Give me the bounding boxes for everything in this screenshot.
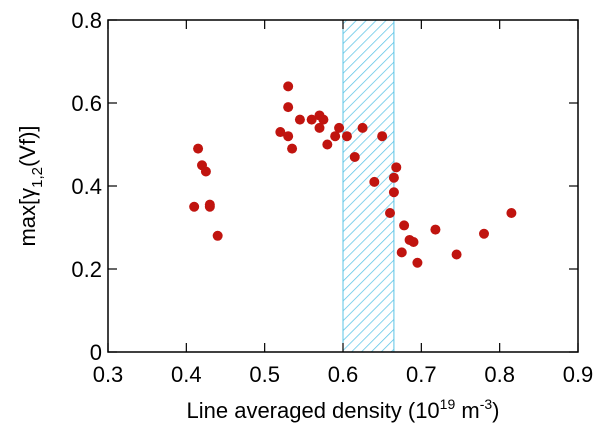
data-point [506,207,517,218]
data-point [341,131,352,142]
x-tick-label: 0.7 [406,362,437,387]
shaded-region [342,19,395,353]
data-point [391,162,402,173]
data-point [451,249,462,260]
data-point [283,131,294,142]
y-tick-label: 0 [90,340,102,365]
x-tick-label: 0.9 [563,362,594,387]
data-point [306,114,317,125]
data-point [369,176,380,187]
data-point [283,81,294,92]
data-point [330,131,341,142]
y-tick-label: 0.6 [71,91,102,116]
y-tick-label: 0.2 [71,257,102,282]
data-point [275,127,286,138]
x-axis-label: Line averaged density (1019 m-3) [187,396,500,423]
data-point [349,151,360,162]
data-point [212,230,223,241]
data-point [479,228,489,239]
data-point [200,166,211,177]
data-point [430,224,441,235]
data-point [283,102,294,113]
data-point [314,122,325,133]
x-tick-label: 0.4 [171,362,202,387]
data-point [388,187,399,198]
x-tick-label: 0.6 [328,362,359,387]
data-point [377,131,388,142]
data-point [334,122,345,133]
data-point [396,247,407,258]
y-tick-label: 0.4 [71,174,102,199]
x-tick-label: 0.3 [93,362,124,387]
y-axis-label: max[γ1,2(Vf)] [15,125,46,246]
data-point [408,237,419,248]
y-tick-label: 0.8 [71,8,102,33]
data-point [412,257,423,268]
data-point [322,139,333,150]
data-point [204,201,215,212]
data-point [318,114,329,125]
data-point [357,122,368,133]
data-point [193,143,204,154]
data-point [385,207,395,218]
x-tick-label: 0.5 [249,362,280,387]
data-point [189,201,200,212]
data-point [388,172,399,183]
data-point [294,114,305,125]
data-point [399,220,410,231]
data-point [287,143,298,154]
x-tick-label: 0.8 [484,362,515,387]
